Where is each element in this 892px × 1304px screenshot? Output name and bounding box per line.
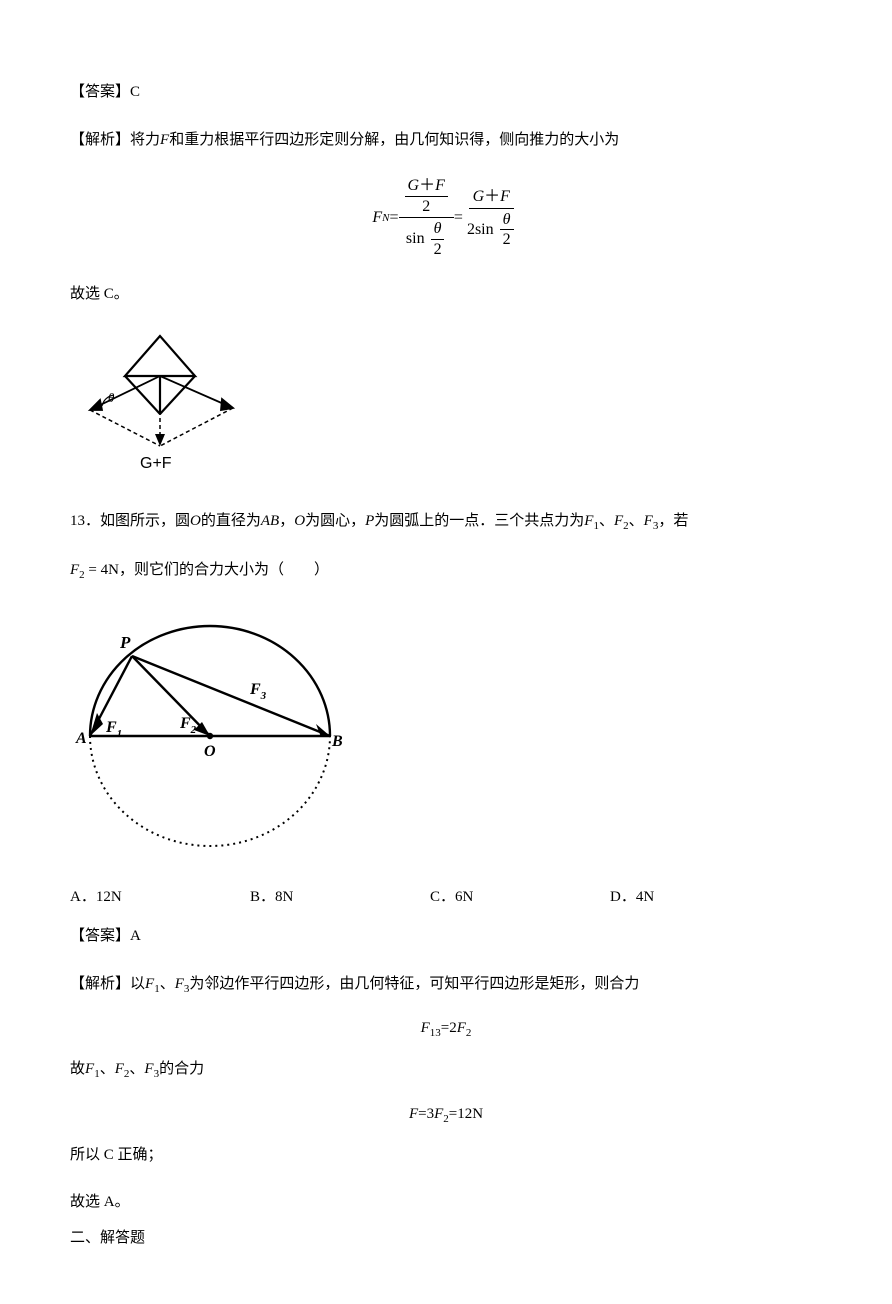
- e13-F3: F: [175, 976, 184, 992]
- den2-2b: 2: [500, 230, 514, 249]
- q13-O: O: [190, 513, 201, 529]
- e13-1a: 【解析】以: [70, 976, 145, 992]
- fig2-A: A: [75, 730, 87, 747]
- q13-sep1: 、: [599, 513, 614, 529]
- figure-circle: A B O P F1 F2 F3: [70, 606, 822, 861]
- eq2-F2: F: [434, 1106, 443, 1122]
- svg-text:F3: F3: [249, 681, 267, 702]
- q13-F2: F: [614, 513, 623, 529]
- explain-12: 【解析】将力F和重力根据平行四边形定则分解，由几何知识得，侧向推力的大小为: [70, 128, 822, 154]
- num2-plus: ＋: [484, 188, 500, 205]
- big-fraction-1: G＋F 2 sin θ 2: [399, 175, 454, 260]
- eq1-13: 13: [430, 1027, 441, 1039]
- q13-t1: 如图所示，圆: [100, 513, 190, 529]
- num2-F: F: [500, 188, 510, 205]
- explain-13-4: 故选 A。: [70, 1191, 822, 1214]
- figure-wedge: θ G+F: [70, 330, 822, 485]
- e13-1b: 为邻边作平行四边形，由几何特征，可知平行四边形是矩形，则合力: [189, 976, 639, 992]
- q13-O2: O: [294, 513, 305, 529]
- var-F: F: [160, 132, 169, 148]
- fig1-label: G+F: [140, 455, 172, 472]
- q13-tail: ，若: [658, 513, 688, 529]
- fig2-F1: F: [105, 719, 117, 736]
- eq2-tail: =12N: [449, 1106, 483, 1122]
- e13-2b: 的合力: [159, 1061, 204, 1077]
- eq1-F: F: [421, 1020, 430, 1036]
- e13-sep: 、: [160, 976, 175, 992]
- e13-2F2: F: [115, 1061, 124, 1077]
- q13-t5: ，则它们的合力大小为（ ）: [119, 562, 329, 578]
- e13-2sep1: 、: [100, 1061, 115, 1077]
- explain-prefix: 【解析】将力: [70, 132, 160, 148]
- formula-F-total: F=3F2=12N: [70, 1106, 822, 1125]
- den2-sin: sin: [475, 220, 494, 237]
- formula-eq2: =: [454, 209, 463, 227]
- e13-2a: 故: [70, 1061, 85, 1077]
- q13-c1: ，: [279, 513, 294, 529]
- q13-AB: AB: [261, 513, 279, 529]
- option-B: B．8N: [250, 885, 430, 906]
- num-F: F: [435, 177, 445, 194]
- option-D: D．4N: [610, 885, 790, 906]
- formula-FN: FN = G＋F 2 sin θ 2 = G＋F: [70, 175, 822, 260]
- big-fraction-2: G＋F 2sin θ 2: [463, 185, 520, 251]
- fig2-P: P: [119, 633, 131, 652]
- den2-2: 2: [467, 220, 475, 237]
- fig1-theta: θ: [108, 390, 115, 405]
- fig2-s1: 1: [117, 728, 123, 740]
- formula-eq1: =: [390, 209, 399, 227]
- option-A: A．12N: [70, 885, 250, 906]
- eq1-mid: =2: [441, 1020, 457, 1036]
- conclude-12: 故选 C。: [70, 282, 822, 308]
- fig2-B: B: [331, 733, 343, 750]
- e13-2F3: F: [144, 1061, 153, 1077]
- options-13: A．12N B．8N C．6N D．4N: [70, 885, 822, 906]
- fig2-F2: F: [179, 715, 191, 732]
- q13-t2: 的直径为: [201, 513, 261, 529]
- den-2: 2: [431, 240, 445, 259]
- explain-mid: 和重力根据平行四边形定则分解，由几何知识得，侧向推力的大小为: [169, 132, 619, 148]
- q13-eq: = 4N: [85, 562, 119, 578]
- fig2-O: O: [204, 743, 216, 760]
- eq2-mid: =3: [418, 1106, 434, 1122]
- eq1-2: 2: [466, 1027, 472, 1039]
- den-theta: θ: [431, 220, 445, 240]
- fig2-s3: 3: [260, 690, 267, 702]
- eq1-F2: F: [457, 1020, 466, 1036]
- q13-F2b: F: [70, 562, 79, 578]
- num-plus: ＋: [419, 177, 435, 194]
- num-G: G: [408, 177, 420, 194]
- q13-F3: F: [644, 513, 653, 529]
- q13-P: P: [365, 513, 374, 529]
- formula-F: F: [372, 209, 382, 227]
- e13-2sep2: 、: [129, 1061, 144, 1077]
- e13-2F1: F: [85, 1061, 94, 1077]
- q13-t4: 为圆弧上的一点．三个共点力为: [374, 513, 584, 529]
- q13-t3: 为圆心，: [305, 513, 365, 529]
- question-13-line2: F2 = 4N，则它们的合力大小为（ ）: [70, 558, 822, 585]
- question-13: 13．如图所示，圆O的直径为AB，O为圆心，P为圆弧上的一点．三个共点力为F1、…: [70, 509, 822, 536]
- option-C: C．6N: [430, 885, 610, 906]
- formula-F13: F13=2F2: [70, 1020, 822, 1039]
- q13-sep2: 、: [629, 513, 644, 529]
- num-2: 2: [419, 197, 433, 216]
- formula-sub-N: N: [382, 212, 389, 224]
- answer-label-13: 【答案】A: [70, 924, 822, 950]
- num2-G: G: [473, 188, 485, 205]
- den-sin: sin: [406, 230, 425, 247]
- q13-number: 13．: [70, 513, 100, 529]
- fig2-s2: 2: [190, 724, 197, 736]
- e13-F1: F: [145, 976, 154, 992]
- section-heading: 二、解答题: [70, 1227, 822, 1250]
- eq2-F: F: [409, 1106, 418, 1122]
- den2-theta: θ: [500, 211, 514, 231]
- explain-13-3: 所以 C 正确；: [70, 1143, 822, 1169]
- explain-13-2: 故F1、F2、F3的合力: [70, 1057, 822, 1084]
- fig2-F3: F: [249, 681, 261, 698]
- answer-label-12: 【答案】C: [70, 80, 822, 106]
- explain-13-1: 【解析】以F1、F3为邻边作平行四边形，由几何特征，可知平行四边形是矩形，则合力: [70, 972, 822, 999]
